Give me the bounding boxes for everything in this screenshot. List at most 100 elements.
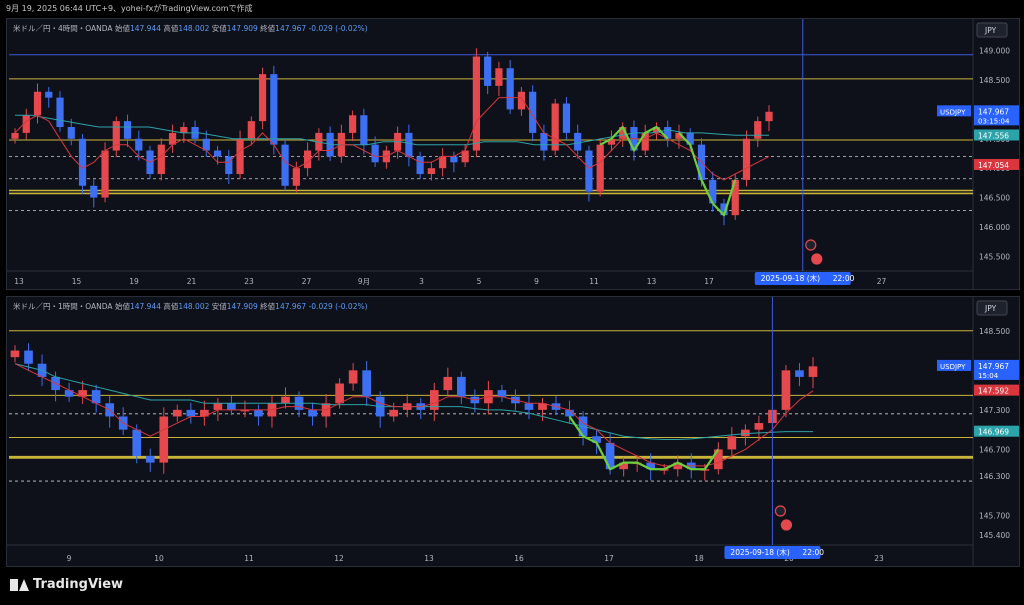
chart-panel-4h[interactable]: 米ドル／円・4時間・OANDA 始値147.944 高値148.002 安値14… — [6, 18, 1020, 290]
x-axis-tick-label: 13 — [647, 277, 657, 286]
brand-name: TradingView — [33, 577, 124, 592]
y-axis-tick-label: 145.500 — [979, 252, 1010, 261]
candle-body — [132, 429, 142, 457]
x-axis-tick-label: 19 — [129, 277, 139, 286]
candle-body — [10, 350, 20, 358]
ma-fast-line — [14, 97, 770, 181]
candle-body — [484, 56, 492, 86]
candle-body — [754, 121, 762, 139]
candle-body — [585, 150, 593, 192]
candle-body — [225, 156, 233, 175]
tradingview-logo: TradingView — [10, 577, 123, 592]
candle-body — [664, 127, 672, 139]
price-label-bg — [974, 129, 1019, 141]
candle-body — [362, 370, 371, 397]
price-label-bg — [974, 425, 1019, 437]
candle-body — [754, 423, 764, 430]
chart-canvas-1h[interactable]: 148.500147.900147.300146.700146.300145.7… — [7, 297, 1019, 566]
candle-body — [619, 127, 627, 139]
candle-body — [713, 449, 723, 470]
chart-panel-1h[interactable]: 米ドル／円・1時間・OANDA 始値147.944 高値148.002 安値14… — [6, 296, 1020, 567]
x-axis-tick-label: 18 — [694, 554, 704, 563]
candle-body — [506, 68, 514, 110]
candle-body — [348, 370, 358, 384]
price-label-value: 147.556 — [978, 131, 1009, 140]
candle-body — [24, 350, 33, 364]
candle-body — [596, 144, 604, 192]
economic-event-icon — [805, 239, 817, 251]
candle-body — [551, 103, 559, 151]
candle-body — [416, 156, 424, 175]
x-axis-tick-label: 17 — [704, 277, 714, 286]
candle-body — [517, 91, 526, 110]
candle-body — [405, 132, 413, 157]
price-label-bg — [974, 158, 1019, 170]
candle-body — [371, 144, 379, 163]
x-axis-tick-label: 10 — [154, 554, 164, 563]
candle-body — [22, 115, 30, 133]
candle-body — [308, 409, 317, 417]
x-axis-tick-label: 16 — [514, 554, 524, 563]
elliott-wave-line — [678, 132, 714, 204]
candle-body — [497, 390, 507, 397]
candle-body — [781, 370, 791, 410]
candle-body — [562, 103, 571, 133]
price-label-value: 147.967 — [978, 107, 1009, 116]
x-axis-tick-label: 23 — [244, 277, 254, 286]
x-axis-tick-label: 21 — [187, 277, 197, 286]
candle-body — [172, 409, 182, 417]
candle-body — [349, 115, 357, 133]
candle-body — [254, 409, 263, 417]
candle-body — [427, 168, 435, 175]
chart-title-1h: 米ドル／円・1時間・OANDA 始値147.944 高値148.002 安値14… — [13, 302, 368, 311]
candle-body — [335, 383, 344, 404]
candle-body — [123, 121, 132, 139]
x-axis-tick-label: 13 — [424, 554, 434, 563]
candle-body — [652, 127, 661, 133]
candle-body — [686, 132, 694, 145]
symbol-label: USDJPY — [940, 363, 966, 371]
y-axis-tick-label: 145.700 — [979, 511, 1010, 520]
x-axis-tick-label: 3 — [419, 277, 424, 286]
candle-body — [495, 68, 503, 86]
y-axis-tick-label: 147.300 — [979, 406, 1010, 415]
candle-body — [91, 390, 101, 404]
y-axis-tick-label: 149.000 — [979, 47, 1010, 56]
candle-body — [200, 409, 209, 417]
currency-badge-bg — [976, 22, 1008, 38]
elliott-wave-line — [599, 125, 669, 152]
candle-body — [292, 168, 300, 186]
candle-body — [741, 429, 750, 437]
candle-body — [795, 370, 804, 377]
candle-body — [457, 376, 466, 397]
ma-fast-line — [14, 363, 814, 467]
candle-body — [529, 91, 537, 133]
x-axis-tick-label: 9月 — [358, 277, 370, 286]
candle-body — [64, 390, 74, 397]
candle-body — [607, 138, 616, 145]
economic-event-icon — [811, 253, 823, 265]
screenshot-caption: 9月 19, 2025 06:44 UTC+9、yohei-fxがTrading… — [6, 4, 253, 13]
candle-body — [281, 144, 289, 186]
candle-body — [540, 132, 548, 151]
candle-body — [709, 179, 717, 204]
x-axis-tick-label: 11 — [244, 554, 254, 563]
candle-body — [159, 416, 169, 463]
candle-body — [168, 132, 177, 145]
candle-body — [11, 132, 19, 139]
candle-body — [112, 121, 120, 151]
candle-body — [765, 111, 773, 122]
price-label-bg — [974, 384, 1019, 396]
candle-body — [675, 132, 683, 139]
x-axis-tick-label: 23 — [874, 554, 884, 563]
candle-body — [258, 74, 267, 122]
candle-body — [180, 127, 188, 133]
candle-body — [101, 150, 109, 198]
chart-canvas-4h[interactable]: 149.000148.500148.000147.500147.000146.5… — [7, 19, 1019, 289]
y-axis-tick-label: 146.700 — [979, 445, 1010, 454]
candle-body — [808, 366, 818, 377]
candle-body — [605, 442, 615, 470]
candle-body — [360, 115, 368, 145]
symbol-label: USDJPY — [940, 108, 966, 116]
candle-body — [227, 403, 236, 410]
